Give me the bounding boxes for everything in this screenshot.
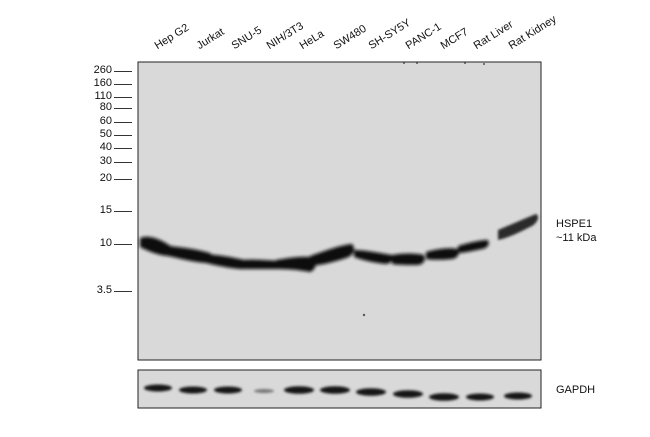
- mw-tick-260: [114, 71, 132, 72]
- band-hep-g2: [140, 236, 175, 256]
- gapdh-band-hep-g2: [144, 384, 172, 392]
- band-sh-sy5y: [354, 250, 393, 264]
- band-sw480: [310, 244, 354, 266]
- gapdh-band-hela: [284, 386, 314, 394]
- mw-tick-30: [114, 162, 132, 163]
- band-rat-kidney: [498, 214, 539, 240]
- mw-label-60: 60: [99, 115, 112, 127]
- gapdh-band-rat-kidney: [504, 392, 532, 400]
- mw-tick-160: [114, 84, 132, 85]
- mw-tick-10: [114, 244, 132, 245]
- main-blot-panel: [137, 61, 542, 361]
- mw-label-20: 20: [99, 172, 112, 184]
- target-label: HSPE1 ~11 kDa: [556, 217, 596, 245]
- hspe1-band: [140, 236, 489, 272]
- gapdh-band-mcf7: [429, 393, 459, 401]
- mw-label-3-5: 3.5: [96, 284, 112, 296]
- mw-tick-80: [114, 108, 132, 109]
- mw-label-80: 80: [99, 101, 112, 113]
- gapdh-blot-panel: [137, 369, 542, 409]
- mw-label-40: 40: [99, 141, 112, 153]
- loading-control-label: GAPDH: [556, 384, 596, 396]
- band-nih-3t3: [240, 259, 283, 269]
- gapdh-band-sh-sy5y: [356, 388, 386, 396]
- gapdh-band-snu-5: [214, 386, 242, 394]
- mw-tick-40: [114, 148, 132, 149]
- gapdh-band-jurkat: [179, 386, 207, 394]
- mw-tick-20: [114, 179, 132, 180]
- mw-tick-50: [114, 135, 132, 136]
- band-panc-1: [392, 253, 425, 265]
- mw-label-50: 50: [99, 128, 112, 140]
- top-specks: [362, 62, 485, 317]
- target-name: HSPE1: [556, 218, 593, 230]
- gapdh-band-sw480: [320, 386, 350, 394]
- mw-label-30: 30: [99, 155, 112, 167]
- band-snu-5: [206, 254, 247, 269]
- target-size: ~11 kDa: [556, 232, 597, 244]
- gapdh-band-rat-liver: [466, 393, 494, 401]
- mw-tick-60: [114, 122, 132, 123]
- mw-tick-110: [114, 97, 132, 98]
- mw-label-260: 260: [93, 64, 112, 76]
- band-jurkat: [168, 246, 213, 263]
- mw-label-15: 15: [99, 204, 112, 216]
- mw-label-10: 10: [99, 237, 112, 249]
- mw-tick-15: [114, 211, 132, 212]
- band-hela: [276, 256, 316, 272]
- mw-label-110: 110: [94, 90, 112, 102]
- band-rat-liver: [458, 240, 489, 253]
- mw-label-160: 160: [93, 77, 112, 89]
- band-mcf7: [426, 248, 459, 260]
- mw-tick-3-5: [114, 291, 132, 292]
- gapdh-band-nih-3t3: [254, 389, 274, 393]
- gapdh-band-panc-1: [393, 390, 423, 398]
